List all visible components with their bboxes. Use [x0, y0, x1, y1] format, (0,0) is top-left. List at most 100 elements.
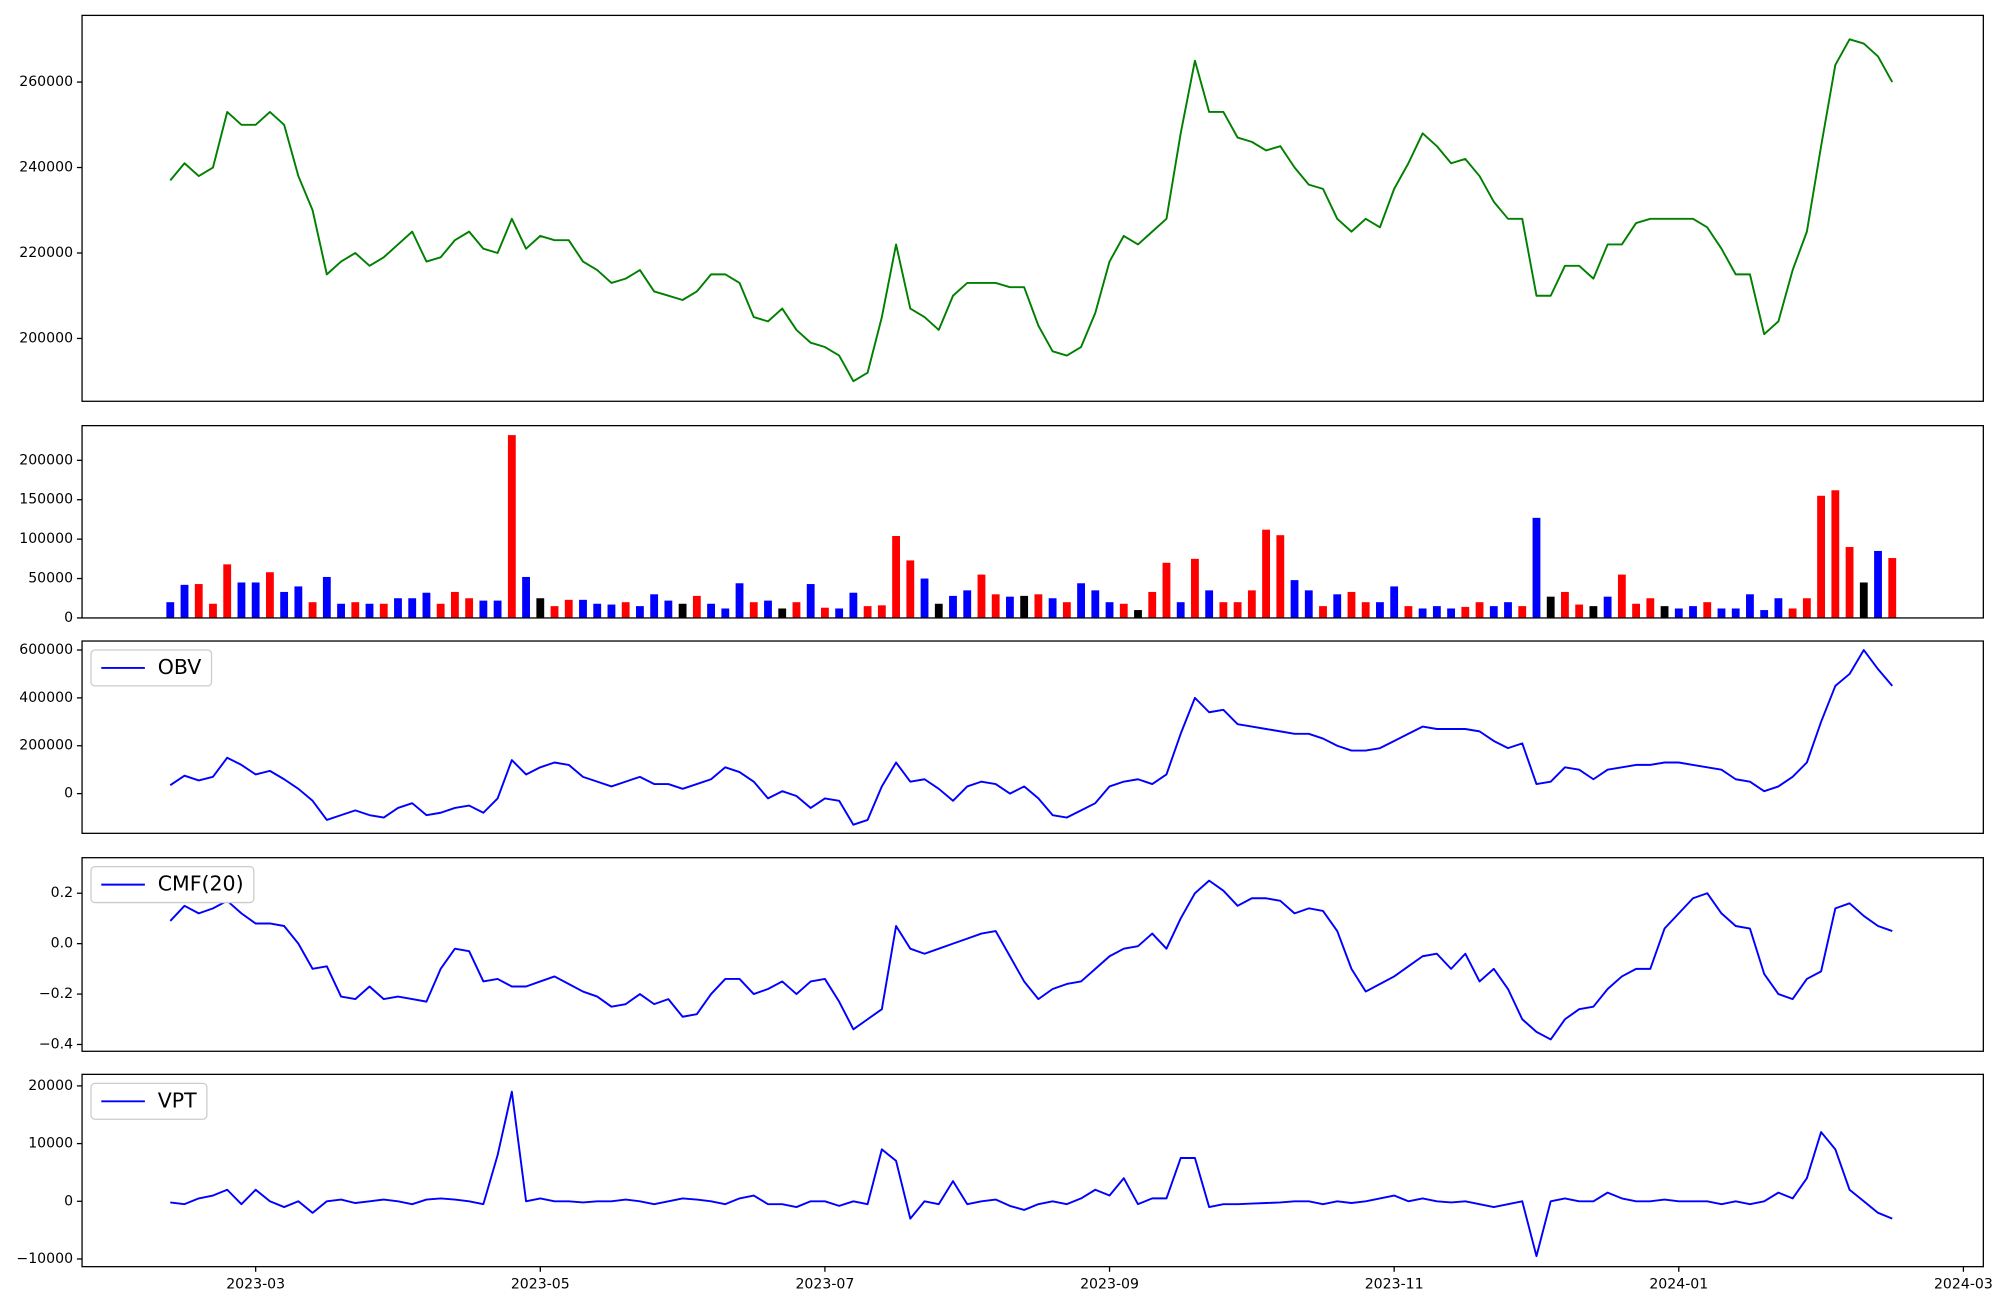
bar — [991, 594, 1000, 618]
x-tick-label: 2023-05 — [511, 1277, 570, 1293]
bar — [1817, 495, 1826, 618]
bar — [1475, 602, 1484, 618]
bar — [650, 594, 659, 618]
panel-frame — [81, 640, 1984, 834]
bar — [1077, 583, 1085, 618]
bar — [835, 608, 844, 618]
bar — [1319, 606, 1327, 618]
y-tick-label: 0.2 — [51, 885, 73, 901]
bar — [749, 602, 758, 618]
bar — [1062, 602, 1071, 618]
bar — [493, 600, 502, 618]
bar — [1290, 580, 1299, 618]
bar — [1703, 602, 1712, 618]
bar — [892, 535, 900, 618]
y-tick-label: 0 — [64, 1193, 73, 1209]
bar — [1447, 608, 1456, 618]
bar — [678, 603, 687, 618]
legend-box — [90, 649, 213, 687]
bar — [1020, 595, 1029, 618]
bar — [522, 576, 530, 618]
bar — [977, 574, 986, 618]
bar — [1888, 558, 1897, 618]
y-tick-label: 50000 — [28, 571, 73, 587]
y-tick-label: 200000 — [19, 738, 73, 754]
y-tick-label: 10000 — [28, 1136, 73, 1152]
bar — [1333, 594, 1342, 618]
line — [169, 879, 1893, 1041]
bar — [265, 572, 274, 618]
bar — [849, 592, 858, 618]
bar — [223, 564, 232, 618]
panel: 0 50000 100000 150000 200000 — [19, 425, 1984, 626]
bar — [621, 602, 630, 618]
y-tick-label: 100000 — [19, 531, 73, 547]
bar — [1432, 606, 1441, 618]
bar — [692, 595, 701, 618]
panel: 0 200000 400000 600000 OBV — [19, 640, 1984, 834]
bar — [920, 578, 929, 618]
x-tick-label: 2024-01 — [1649, 1277, 1708, 1293]
bar — [351, 602, 360, 618]
bar — [1859, 582, 1868, 618]
y-tick-label: 0 — [64, 610, 73, 626]
bar — [1276, 535, 1285, 618]
bar — [1617, 574, 1626, 618]
bar — [564, 599, 573, 618]
y-tick-label: −0.2 — [39, 986, 73, 1002]
bar — [1831, 490, 1840, 618]
panel-frame — [81, 1073, 1984, 1268]
panel: −0.4 −0.2 0.0 0.2 CMF(20) — [39, 857, 1984, 1052]
bar — [209, 603, 217, 618]
bar — [294, 586, 303, 618]
bar — [1746, 594, 1754, 618]
legend-box — [90, 1082, 208, 1120]
y-tick-label: 220000 — [19, 245, 73, 261]
bar — [1731, 608, 1740, 618]
panel-frame — [81, 425, 1984, 619]
bar — [337, 603, 345, 618]
panel-frame — [81, 14, 1984, 402]
bar — [735, 583, 744, 618]
bar — [166, 602, 175, 618]
bar — [322, 576, 331, 618]
bar — [436, 603, 445, 618]
y-tick-label: −0.4 — [39, 1036, 73, 1052]
bar — [1176, 602, 1185, 618]
bar — [1774, 598, 1783, 618]
y-tick-label: 0.0 — [51, 936, 73, 952]
bar — [1034, 594, 1043, 618]
bar — [1646, 598, 1655, 618]
bar — [1119, 603, 1128, 618]
bar — [1304, 590, 1313, 618]
bar — [1134, 610, 1142, 618]
bar — [507, 435, 516, 618]
bar — [906, 560, 915, 618]
y-tick-label: 150000 — [19, 492, 73, 508]
panel-frame — [81, 857, 1984, 1052]
bar — [194, 584, 203, 618]
x-tick-label: 2023-09 — [1080, 1277, 1139, 1293]
bar — [1603, 596, 1612, 618]
bar — [1404, 606, 1413, 618]
y-tick-label: 200000 — [19, 452, 73, 468]
bar — [408, 598, 417, 618]
bar — [635, 606, 644, 618]
bar — [806, 584, 815, 618]
x-tick-label: 2023-11 — [1365, 1277, 1424, 1293]
x-tick-label: 2023-07 — [795, 1277, 854, 1293]
line — [169, 649, 1893, 826]
legend-text: VPT — [158, 1088, 197, 1112]
bar — [1632, 603, 1641, 618]
y-tick-label: 600000 — [19, 642, 73, 658]
bar — [707, 603, 715, 618]
bar — [479, 600, 488, 618]
bar — [1689, 606, 1697, 618]
bar — [1233, 602, 1242, 618]
bar — [1361, 602, 1370, 618]
bar — [536, 598, 545, 618]
bar — [237, 582, 246, 618]
bar — [394, 598, 402, 618]
bar — [251, 582, 260, 618]
